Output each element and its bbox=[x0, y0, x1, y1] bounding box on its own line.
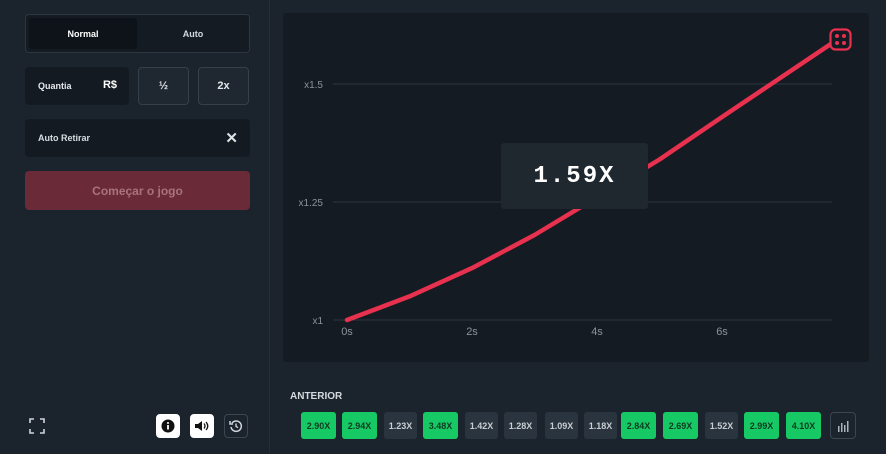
start-game-button[interactable]: Começar o jogo bbox=[25, 171, 250, 210]
history-item[interactable]: 2.94X bbox=[342, 412, 377, 439]
history-item[interactable]: 2.90X bbox=[301, 412, 336, 439]
history-item[interactable]: 1.23X bbox=[384, 412, 417, 439]
tab-normal[interactable]: Normal bbox=[29, 18, 137, 49]
sound-button[interactable] bbox=[190, 414, 214, 438]
y-tick-label: x1 bbox=[312, 316, 323, 327]
y-tick-label: x1.5 bbox=[304, 80, 323, 91]
stats-button[interactable] bbox=[830, 412, 856, 439]
info-icon bbox=[161, 419, 175, 433]
stats-icon bbox=[838, 420, 849, 432]
bet-panel: Normal Auto Quantia R$ ½ 2x Auto Retirar… bbox=[0, 0, 268, 454]
close-icon[interactable]: ✕ bbox=[225, 130, 238, 147]
x-tick-label: 6s bbox=[716, 326, 728, 338]
fullscreen-button[interactable] bbox=[25, 414, 49, 438]
amount-field[interactable]: Quantia R$ bbox=[25, 67, 129, 105]
tab-auto[interactable]: Auto bbox=[182, 28, 204, 39]
multiplier-display: 1.59X bbox=[501, 143, 648, 209]
sound-icon bbox=[195, 421, 209, 431]
y-tick-label: x1.25 bbox=[299, 198, 324, 209]
history-item[interactable]: 3.48X bbox=[423, 412, 458, 439]
dice-icon bbox=[829, 28, 852, 51]
game-area: x1 x1.25 x1.5 0s 2s 4s 6s 1.59X ANTERIOR 2.90X… bbox=[269, 0, 886, 454]
x-tick-label: 4s bbox=[591, 326, 603, 338]
history-item[interactable]: 2.84X bbox=[621, 412, 656, 439]
history-item[interactable]: 2.99X bbox=[744, 412, 779, 439]
history-item[interactable]: 1.42X bbox=[465, 412, 498, 439]
series-line bbox=[344, 39, 837, 323]
history-item[interactable]: 1.09X bbox=[545, 412, 578, 439]
history-item[interactable]: 4.10X bbox=[786, 412, 821, 439]
x-tick-label: 2s bbox=[466, 326, 478, 338]
history-item[interactable]: 2.69X bbox=[663, 412, 698, 439]
currency-label: R$ bbox=[102, 79, 117, 91]
history-button[interactable] bbox=[224, 414, 248, 438]
x-tick-label: 0s bbox=[341, 326, 353, 338]
auto-cashout-field[interactable]: Auto Retirar ✕ bbox=[25, 119, 250, 157]
history-item[interactable]: 1.52X bbox=[705, 412, 738, 439]
double-button[interactable]: 2x bbox=[198, 67, 249, 105]
history-item[interactable]: 1.28X bbox=[504, 412, 537, 439]
auto-cashout-label: Auto Retirar bbox=[38, 133, 91, 143]
info-button[interactable] bbox=[156, 414, 180, 438]
chart-panel: x1 x1.25 x1.5 0s 2s 4s 6s 1.59X bbox=[283, 13, 869, 362]
fullscreen-icon bbox=[29, 418, 45, 434]
history-item[interactable]: 1.18X bbox=[584, 412, 617, 439]
mode-toggle: Normal Auto bbox=[25, 14, 250, 53]
amount-label: Quantia bbox=[38, 81, 72, 91]
crash-chart: x1 x1.25 x1.5 0s 2s 4s 6s bbox=[299, 28, 852, 338]
half-button[interactable]: ½ bbox=[138, 67, 189, 105]
history-title: ANTERIOR bbox=[290, 391, 343, 402]
history-icon bbox=[229, 420, 243, 433]
